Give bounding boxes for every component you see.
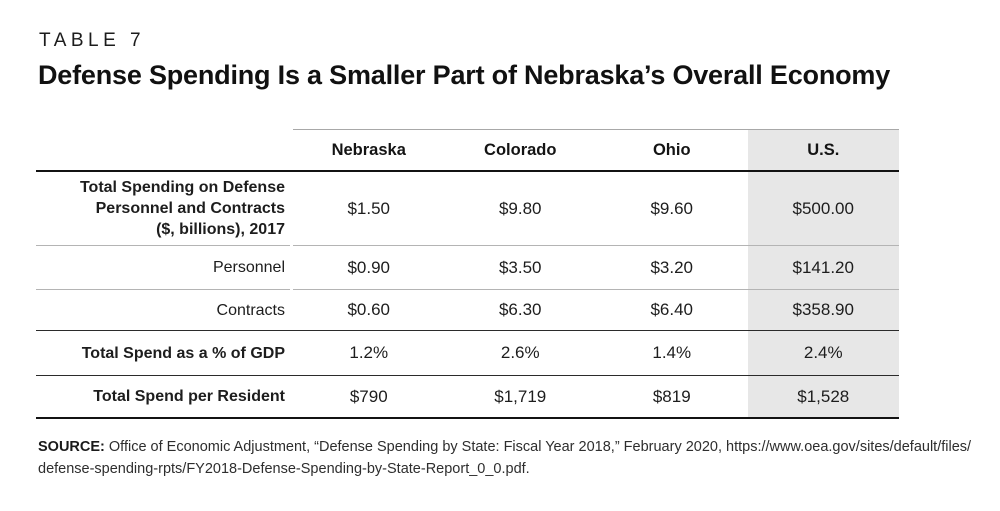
cell-us: 2.4%	[747, 331, 899, 375]
cell-ohio: $819	[652, 386, 691, 406]
header-columns: Nebraska Colorado Ohio U.S.	[293, 129, 899, 170]
table-kicker: TABLE 7	[39, 30, 146, 51]
table-row-pct-gdp: Total Spend as a % of GDP 1.2% 2.6% 1.4%…	[36, 331, 899, 376]
row-values: 1.2% 2.6% 1.4% 2.4%	[293, 331, 899, 375]
table-row-contracts: Contracts $0.60 $6.30 $6.40 $358.90	[36, 290, 899, 331]
row-values: $1.50 $9.80 $9.60 $500.00	[293, 172, 899, 246]
row-label: Contracts	[216, 301, 285, 319]
table-title: Defense Spending Is a Smaller Part of Ne…	[38, 60, 891, 90]
column-header-ohio: Ohio	[652, 140, 691, 159]
cell-nebraska: 1.2%	[349, 343, 389, 362]
defense-spending-table: Nebraska Colorado Ohio U.S. Total Spendi…	[36, 129, 899, 419]
column-header-nebraska: Nebraska	[331, 140, 406, 159]
cell-ohio: $9.60	[650, 198, 694, 218]
cell-colorado: $1,719	[494, 386, 547, 406]
row-values: $0.60 $6.30 $6.40 $358.90	[293, 290, 899, 330]
source-label: SOURCE:	[38, 439, 105, 455]
row-label: Total Spending on Defense Personnel and …	[36, 172, 290, 246]
source-line-1: SOURCE: Office of Economic Adjustment, “…	[38, 437, 983, 459]
row-values: $0.90 $3.50 $3.20 $141.20	[293, 246, 899, 290]
table-row-total-spending: Total Spending on Defense Personnel and …	[36, 172, 899, 246]
row-label: Total Spend as a % of GDP	[81, 344, 285, 362]
row-label: Total Spend per Resident	[93, 388, 285, 405]
cell-colorado: $3.50	[498, 257, 542, 277]
table-row-per-resident: Total Spend per Resident $790 $1,719 $81…	[36, 376, 899, 419]
page: TABLE 7 Defense Spending Is a Smaller Pa…	[36, 30, 983, 480]
column-header-colorado: Colorado	[484, 140, 557, 159]
source-line-2: defense-spending-rpts/FY2018-Defense-Spe…	[38, 460, 530, 477]
cell-us: $1,528	[747, 376, 899, 417]
cell-nebraska: $1.50	[347, 198, 391, 218]
cell-ohio: $3.20	[650, 257, 694, 277]
cell-nebraska: $0.60	[347, 300, 391, 319]
source-text: Office of Economic Adjustment, “Defense …	[104, 439, 972, 455]
cell-nebraska: $0.90	[347, 257, 391, 277]
column-header-us: U.S.	[747, 130, 899, 170]
row-values: $790 $1,719 $819 $1,528	[293, 376, 899, 417]
cell-nebraska: $790	[349, 386, 388, 406]
header-label-spacer	[36, 129, 290, 170]
cell-us: $358.90	[747, 290, 899, 330]
cell-colorado: $6.30	[498, 300, 542, 319]
cell-us: $141.20	[747, 246, 899, 289]
table-row-personnel: Personnel $0.90 $3.50 $3.20 $141.20	[36, 246, 899, 290]
cell-colorado: $9.80	[498, 198, 542, 218]
cell-ohio: 1.4%	[652, 343, 692, 362]
cell-us: $500.00	[747, 172, 899, 245]
source-note: SOURCE: Office of Economic Adjustment, “…	[38, 437, 983, 480]
table-header-row: Nebraska Colorado Ohio U.S.	[36, 129, 899, 172]
row-label: Personnel	[36, 246, 290, 290]
cell-ohio: $6.40	[650, 300, 694, 319]
cell-colorado: 2.6%	[500, 343, 540, 362]
